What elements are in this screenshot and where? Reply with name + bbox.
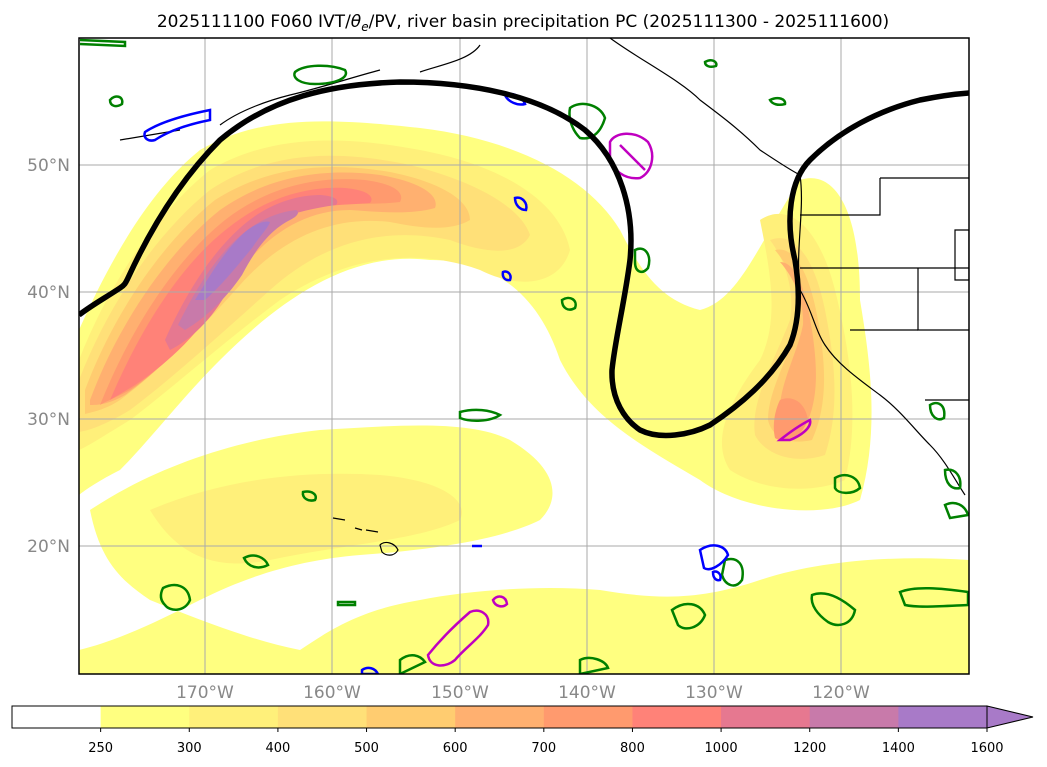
lon-label: 150°W (431, 683, 489, 703)
colorbar-tick-label: 800 (620, 741, 645, 756)
colorbar-tick-label: 600 (443, 741, 468, 756)
lat-label: 50°N (27, 156, 70, 176)
lon-label: 160°W (303, 683, 361, 703)
latitude-labels: 50°N 40°N 30°N 20°N (27, 156, 70, 557)
colorbar-swatch (12, 706, 102, 728)
colorbar-swatch (100, 706, 190, 728)
colorbar-tick-label: 400 (265, 741, 290, 756)
colorbar-swatch (809, 706, 899, 728)
ivt-level-300-south (150, 473, 462, 564)
colorbar-swatch (366, 706, 456, 728)
coastlines (119, 38, 969, 556)
longitude-labels: 170°W 160°W 150°W 140°W 130°W 120°W (176, 683, 870, 703)
colorbar-tick-label: 300 (177, 741, 202, 756)
ivt-level-600-coast (780, 262, 816, 426)
lat-label: 40°N (27, 283, 70, 303)
colorbar-frame (11, 705, 988, 729)
colorbar-tick-label: 700 (531, 741, 556, 756)
colorbar-swatch (721, 706, 811, 728)
lon-label: 140°W (558, 683, 616, 703)
graticule (79, 38, 969, 674)
colorbar-tick-label: 500 (354, 741, 379, 756)
colorbar-swatch (189, 706, 279, 728)
pv-contours-blue (143, 92, 730, 674)
theta-e-contour (79, 79, 969, 439)
colorbar-swatch (543, 706, 633, 728)
map-border (78, 37, 970, 675)
pv-contours-green (79, 38, 969, 674)
lat-label: 20°N (27, 537, 70, 557)
lat-label: 30°N (27, 410, 70, 430)
colorbar-swatch (455, 706, 545, 728)
ivt-level-1400 (195, 221, 270, 300)
colorbar-tick-label: 250 (88, 741, 113, 756)
colorbar-swatch (898, 706, 988, 728)
lon-label: 170°W (176, 683, 234, 703)
colorbar-tick-label: 1200 (793, 741, 826, 756)
lon-label: 120°W (812, 683, 870, 703)
colorbar: 250 300 400 500 600 700 800 1000 1200 1400 1600 (11, 705, 1034, 756)
map-panel (78, 37, 970, 675)
colorbar-extend-arrow (986, 705, 1034, 729)
colorbar-tick-label: 1400 (882, 741, 915, 756)
ivt-level-1200 (178, 210, 298, 330)
colorbar-ticks: 250 300 400 500 600 700 800 1000 1200 1400 1600 (88, 728, 1004, 756)
colorbar-tick-label: 1000 (705, 741, 738, 756)
colorbar-swatches (12, 706, 988, 728)
colorbar-swatch (632, 706, 722, 728)
ivt-level-700-coast (773, 398, 808, 441)
colorbar-tick-label: 1600 (970, 741, 1003, 756)
figure-title: 2025111100 F060 IVT/θe/PV, river basin p… (157, 12, 889, 34)
colorbar-swatch (277, 706, 368, 728)
lon-label: 130°W (685, 683, 743, 703)
